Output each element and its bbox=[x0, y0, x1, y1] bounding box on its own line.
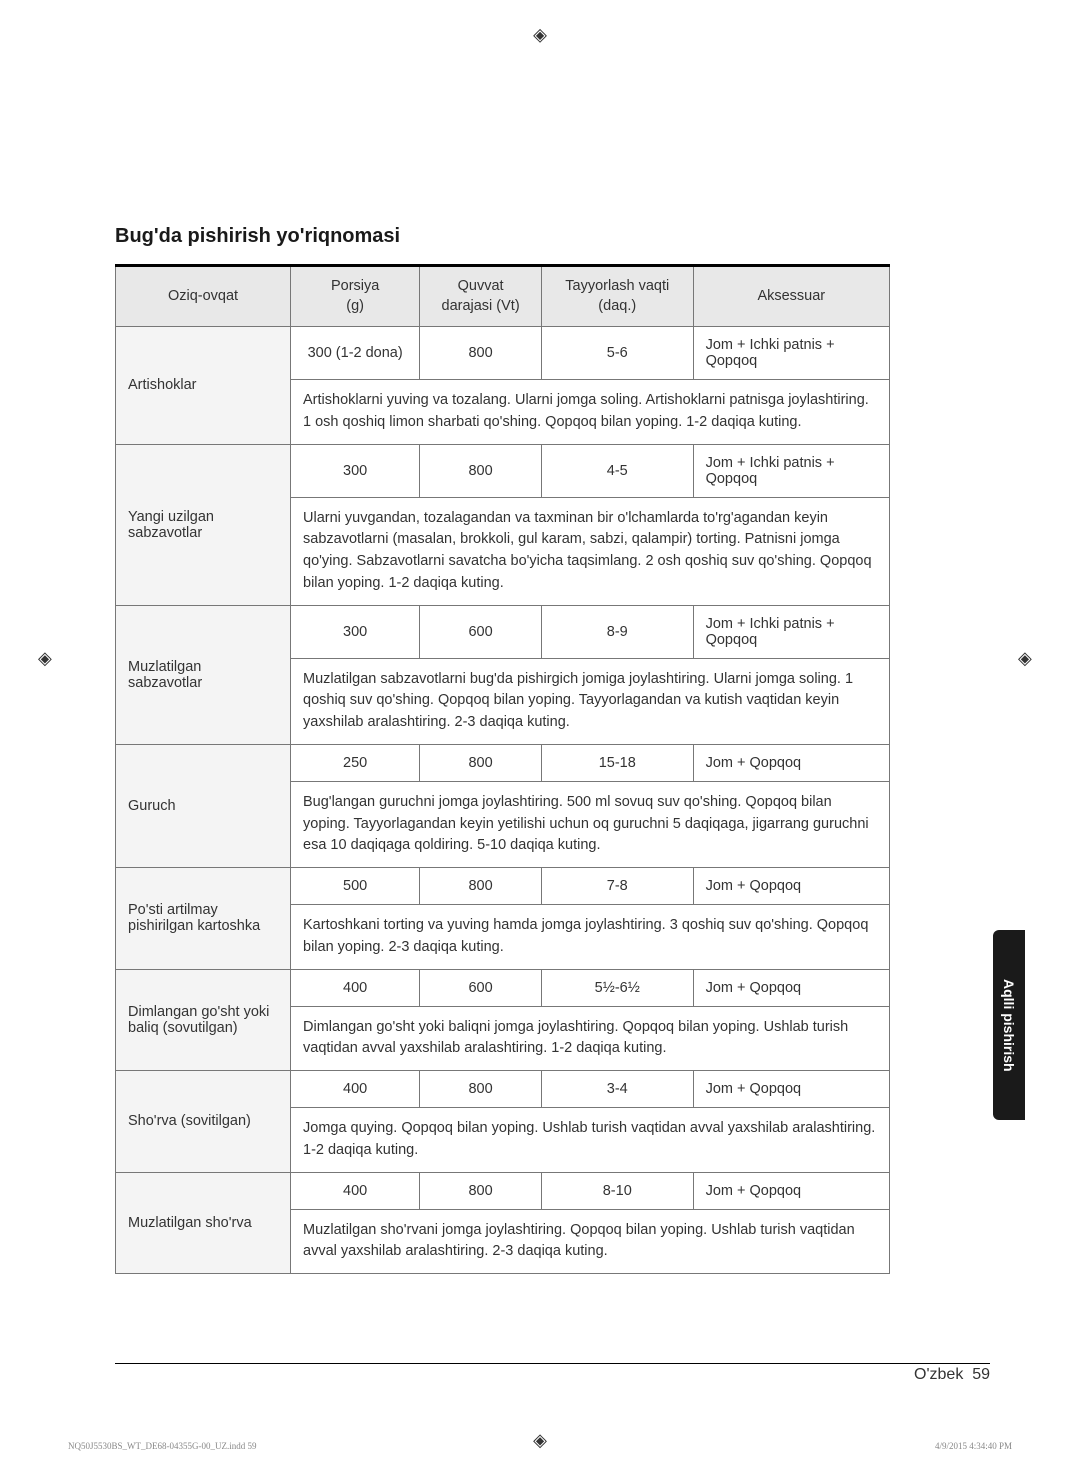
cell-food-name: Dimlangan go'sht yoki baliq (sovutilgan) bbox=[116, 969, 291, 1071]
cell-accessory: Jom + Qopqoq bbox=[693, 1071, 889, 1108]
cell-food-name: Sho'rva (sovitilgan) bbox=[116, 1071, 291, 1173]
cell-description: Muzlatilgan sho'rvani jomga joylashtirin… bbox=[291, 1209, 890, 1274]
cooking-guide-table: Oziq-ovqat Porsiya(g) Quvvatdarajasi (Vt… bbox=[115, 264, 890, 1274]
cell-accessory: Jom + Ichki patnis + Qopqoq bbox=[693, 444, 889, 497]
print-footer-timestamp: 4/9/2015 4:34:40 PM bbox=[935, 1441, 1012, 1451]
cell-time: 15-18 bbox=[541, 744, 693, 781]
cell-power: 800 bbox=[420, 868, 542, 905]
footer-rule bbox=[115, 1363, 990, 1364]
cell-description: Artishoklarni yuving va tozalang. Ularni… bbox=[291, 380, 890, 445]
cell-food-name: Yangi uzilgan sabzavotlar bbox=[116, 444, 291, 605]
cell-accessory: Jom + Ichki patnis + Qopqoq bbox=[693, 605, 889, 658]
col-time: Tayyorlash vaqti(daq.) bbox=[541, 266, 693, 327]
cell-portion: 500 bbox=[291, 868, 420, 905]
cell-power: 600 bbox=[420, 969, 542, 1006]
col-portion: Porsiya(g) bbox=[291, 266, 420, 327]
cell-portion: 250 bbox=[291, 744, 420, 781]
registration-mark-top: ◈ bbox=[533, 25, 547, 46]
cell-accessory: Jom + Qopqoq bbox=[693, 868, 889, 905]
cell-food-name: Muzlatilgan sabzavotlar bbox=[116, 605, 291, 744]
cell-time: 5-6 bbox=[541, 327, 693, 380]
table-row: Po'sti artilmay pishirilgan kartoshka 50… bbox=[116, 868, 890, 905]
cell-accessory: Jom + Ichki patnis + Qopqoq bbox=[693, 327, 889, 380]
col-power: Quvvatdarajasi (Vt) bbox=[420, 266, 542, 327]
cell-accessory: Jom + Qopqoq bbox=[693, 969, 889, 1006]
page-footer: O'zbek 59 bbox=[914, 1366, 990, 1384]
cell-portion: 300 bbox=[291, 444, 420, 497]
col-food: Oziq-ovqat bbox=[116, 266, 291, 327]
cell-description: Ularni yuvgandan, tozalagandan va taxmin… bbox=[291, 497, 890, 605]
cell-power: 600 bbox=[420, 605, 542, 658]
cell-description: Muzlatilgan sabzavotlarni bug'da pishirg… bbox=[291, 658, 890, 744]
table-row: Sho'rva (sovitilgan) 400 800 3-4 Jom + Q… bbox=[116, 1071, 890, 1108]
cell-food-name: Guruch bbox=[116, 744, 291, 867]
table-row: Dimlangan go'sht yoki baliq (sovutilgan)… bbox=[116, 969, 890, 1006]
cell-time: 8-10 bbox=[541, 1172, 693, 1209]
table-header-row: Oziq-ovqat Porsiya(g) Quvvatdarajasi (Vt… bbox=[116, 266, 890, 327]
cell-food-name: Muzlatilgan sho'rva bbox=[116, 1172, 291, 1274]
registration-mark-bottom: ◈ bbox=[533, 1430, 547, 1451]
cell-food-name: Artishoklar bbox=[116, 327, 291, 445]
cell-portion: 300 bbox=[291, 605, 420, 658]
cell-portion: 300 (1-2 dona) bbox=[291, 327, 420, 380]
cell-power: 800 bbox=[420, 1172, 542, 1209]
cell-accessory: Jom + Qopqoq bbox=[693, 1172, 889, 1209]
cell-power: 800 bbox=[420, 1071, 542, 1108]
cell-power: 800 bbox=[420, 744, 542, 781]
table-row: Yangi uzilgan sabzavotlar 300 800 4-5 Jo… bbox=[116, 444, 890, 497]
table-row: Guruch 250 800 15-18 Jom + Qopqoq bbox=[116, 744, 890, 781]
cell-food-name: Po'sti artilmay pishirilgan kartoshka bbox=[116, 868, 291, 970]
cell-description: Dimlangan go'sht yoki baliqni jomga joyl… bbox=[291, 1006, 890, 1071]
footer-language: O'zbek bbox=[914, 1366, 963, 1383]
print-footer-filename: NQ50J5530BS_WT_DE68-04355G-00_UZ.indd 59 bbox=[68, 1441, 257, 1451]
col-accessory: Aksessuar bbox=[693, 266, 889, 327]
registration-mark-left: ◈ bbox=[38, 648, 62, 672]
cell-time: 5½-6½ bbox=[541, 969, 693, 1006]
cell-time: 4-5 bbox=[541, 444, 693, 497]
cell-accessory: Jom + Qopqoq bbox=[693, 744, 889, 781]
cell-time: 3-4 bbox=[541, 1071, 693, 1108]
cell-description: Kartoshkani torting va yuving hamda jomg… bbox=[291, 905, 890, 970]
registration-mark-right: ◈ bbox=[1018, 648, 1042, 672]
cell-description: Bug'langan guruchni jomga joylashtiring.… bbox=[291, 781, 890, 867]
cell-description: Jomga quying. Qopqoq bilan yoping. Ushla… bbox=[291, 1108, 890, 1173]
section-heading: Bug'da pishirish yo'riqnomasi bbox=[115, 225, 890, 248]
page-content: Bug'da pishirish yo'riqnomasi Oziq-ovqat… bbox=[115, 225, 890, 1274]
table-row: Artishoklar 300 (1-2 dona) 800 5-6 Jom +… bbox=[116, 327, 890, 380]
table-row: Muzlatilgan sho'rva 400 800 8-10 Jom + Q… bbox=[116, 1172, 890, 1209]
section-side-tab: Aqlli pishirish bbox=[993, 930, 1025, 1120]
cell-time: 7-8 bbox=[541, 868, 693, 905]
cell-time: 8-9 bbox=[541, 605, 693, 658]
cell-portion: 400 bbox=[291, 1172, 420, 1209]
footer-page-number: 59 bbox=[972, 1366, 990, 1383]
cell-portion: 400 bbox=[291, 1071, 420, 1108]
cell-power: 800 bbox=[420, 327, 542, 380]
cell-power: 800 bbox=[420, 444, 542, 497]
table-row: Muzlatilgan sabzavotlar 300 600 8-9 Jom … bbox=[116, 605, 890, 658]
cell-portion: 400 bbox=[291, 969, 420, 1006]
